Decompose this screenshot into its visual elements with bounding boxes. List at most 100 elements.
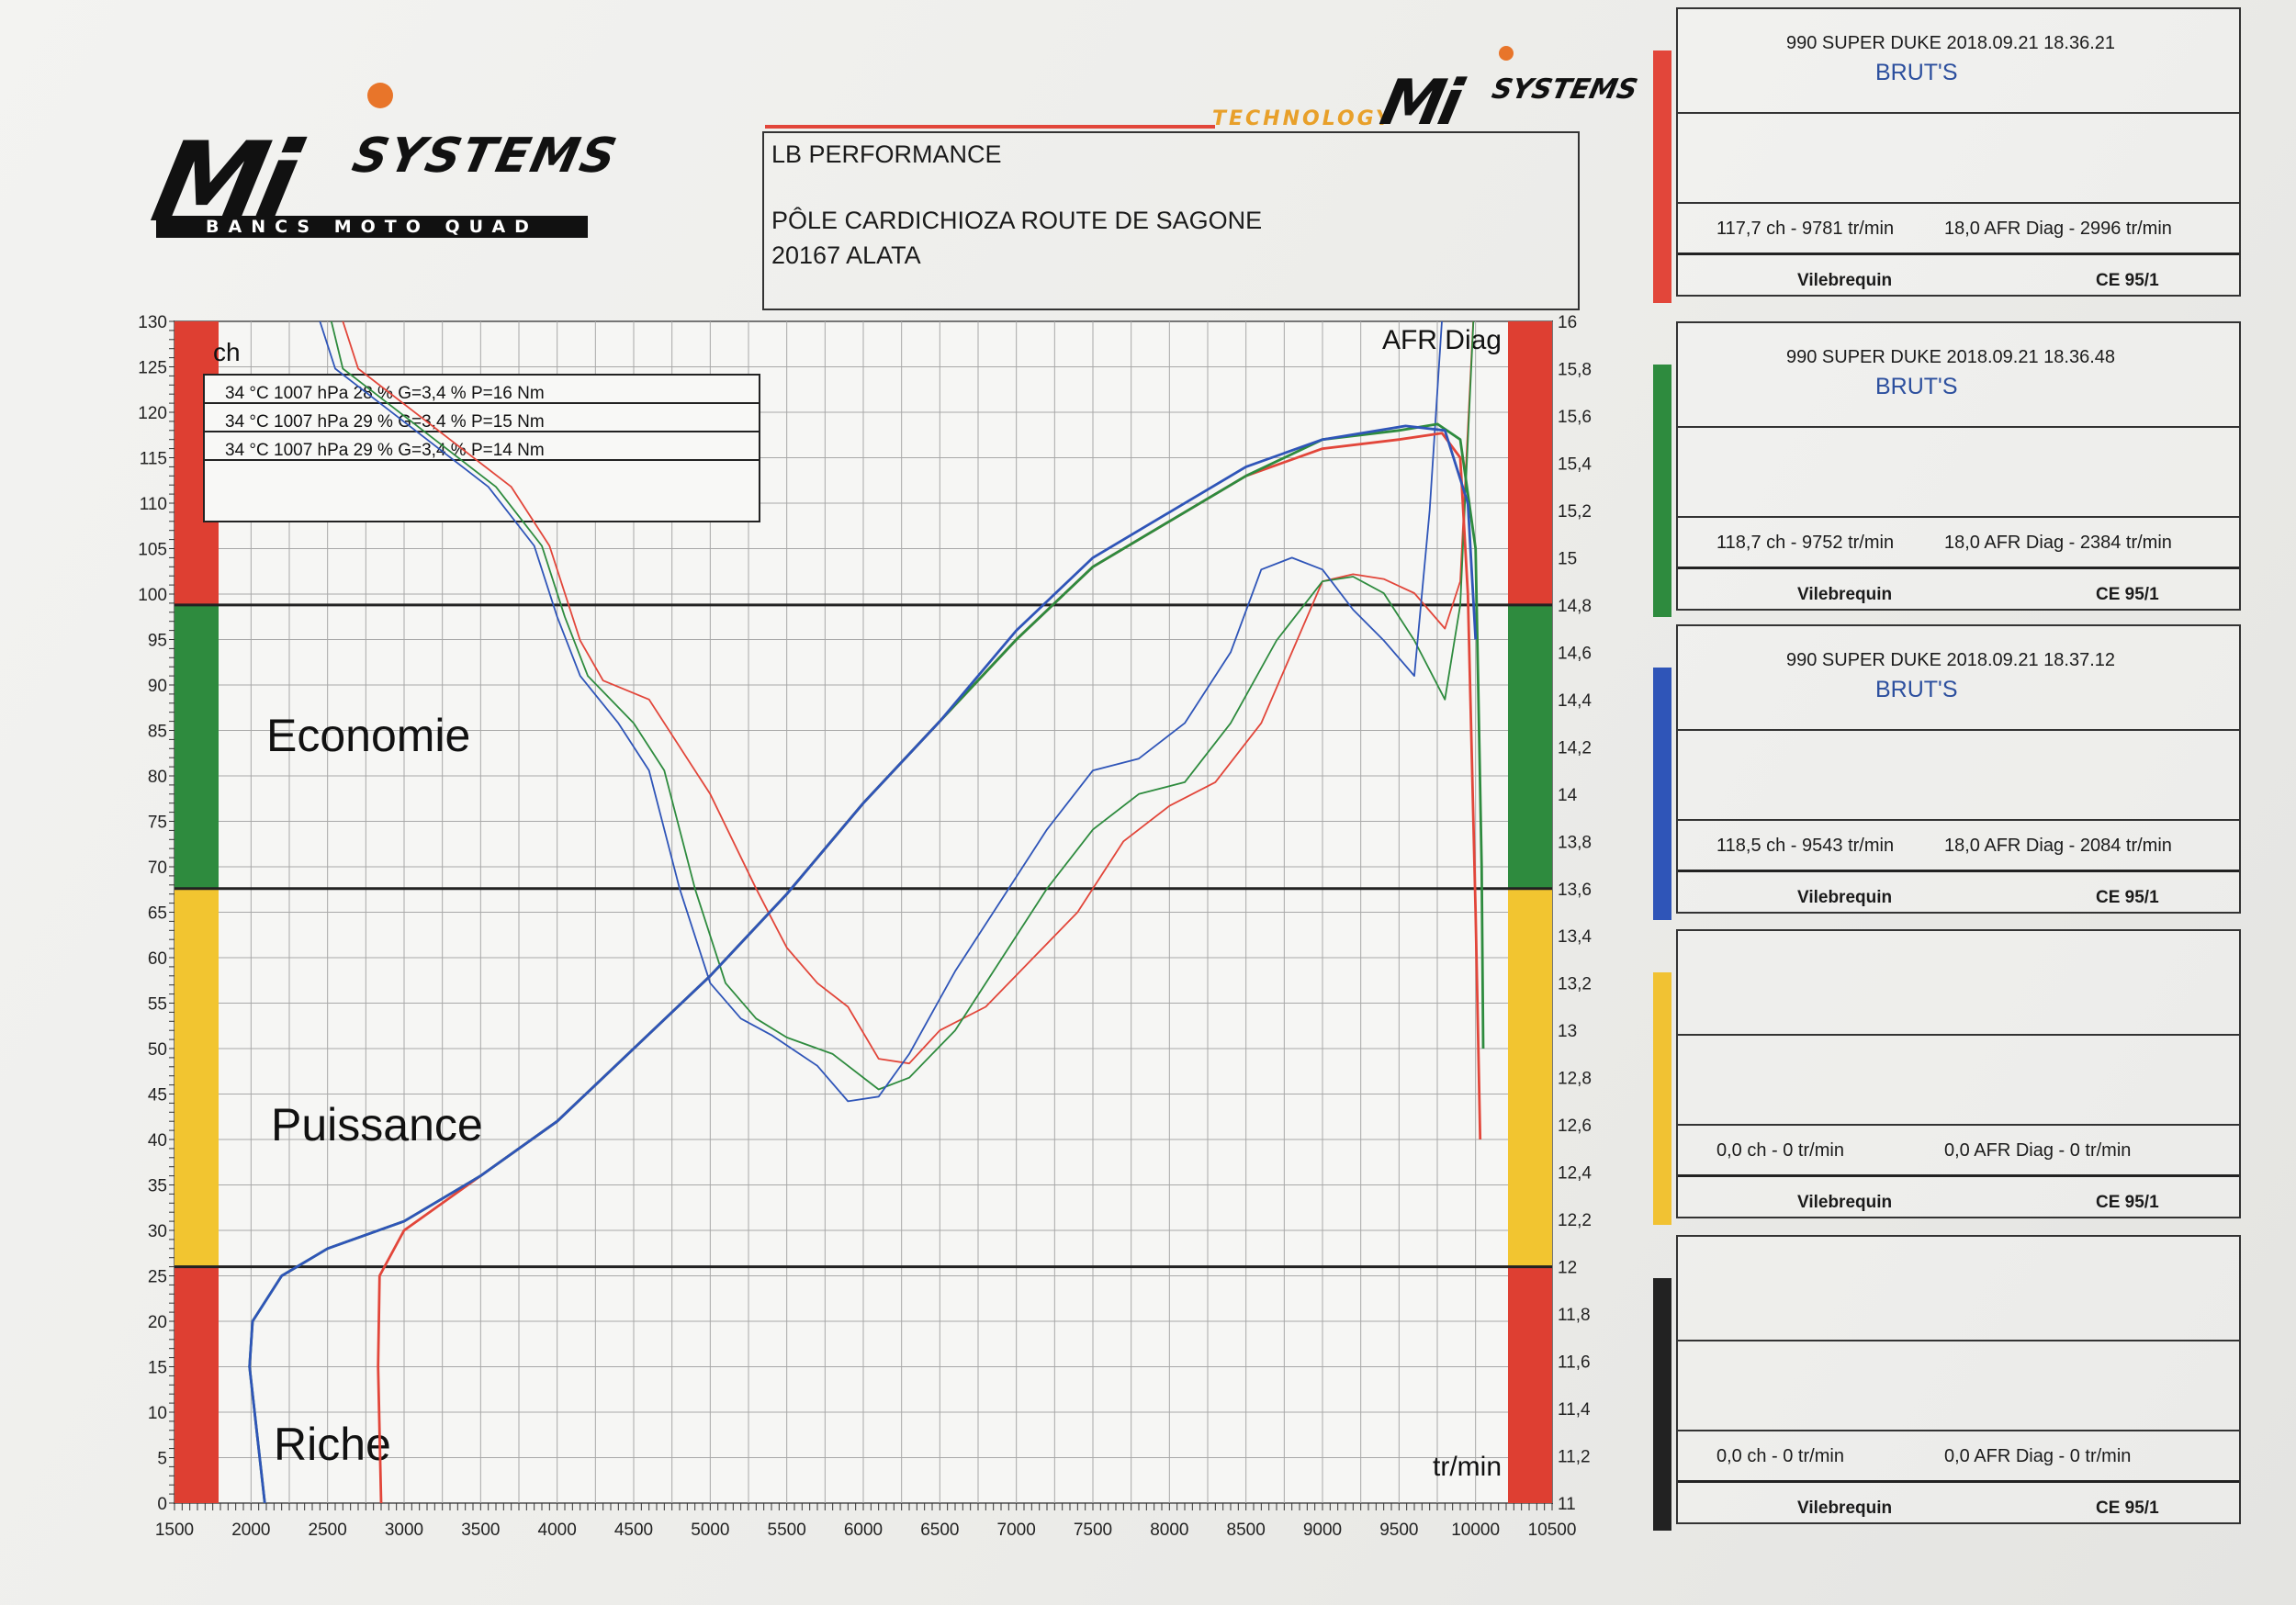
zone-label-economie: Economie	[266, 710, 470, 761]
panel-afr-summary: 0,0 AFR Diag - 0 tr/min	[1944, 1446, 2132, 1466]
y-tick-label-right: 14,8	[1558, 597, 1592, 616]
x-tick-label: 10500	[1528, 1521, 1577, 1540]
run-panel: 990 SUPER DUKE 2018.09.21 18.36.48 BRUT'S…	[1676, 321, 2241, 611]
panel-footer-right: CE 95/1	[2096, 1498, 2159, 1518]
panel-afr-summary: 18,0 AFR Diag - 2996 tr/min	[1944, 219, 2172, 239]
x-tick-label: 6500	[920, 1521, 959, 1540]
panel-separator	[1678, 112, 2239, 114]
x-tick-label: 8000	[1150, 1521, 1188, 1540]
panel-footer-right: CE 95/1	[2096, 1193, 2159, 1212]
x-tick-label: 5000	[691, 1521, 729, 1540]
y-tick-label-left: 55	[148, 995, 167, 1015]
panel-footer-right: CE 95/1	[2096, 271, 2159, 290]
panel-color-strip	[1653, 365, 1671, 617]
afr-curve-series-2	[319, 321, 1443, 1103]
panel-separator	[1678, 819, 2239, 821]
conditions-row: 34 °C 1007 hPa 29 % G=3,4 % P=15 Nm	[225, 412, 545, 432]
panel-title: 990 SUPER DUKE 2018.09.21 18.37.12	[1786, 650, 2116, 670]
y-tick-label-right: 12	[1558, 1259, 1577, 1278]
x-tick-label: 4000	[538, 1521, 577, 1540]
y-tick-label-right: 12,2	[1558, 1211, 1592, 1230]
y-tick-label-left: 45	[148, 1086, 167, 1106]
y-tick-label-left: 80	[148, 768, 167, 787]
afr-curve-series-0	[342, 321, 1475, 1065]
panel-separator	[1678, 1340, 2239, 1341]
y-tick-label-left: 115	[140, 450, 167, 469]
afr-curve-series-1	[330, 321, 1475, 1091]
y-tick-label-right: 14,2	[1558, 738, 1592, 758]
y-tick-label-left: 30	[148, 1222, 167, 1241]
panel-title: 990 SUPER DUKE 2018.09.21 18.36.21	[1786, 33, 2116, 53]
y-tick-label-right: 12,6	[1558, 1117, 1592, 1136]
y-tick-label-left: 15	[148, 1359, 167, 1378]
right-zone-band	[1508, 1266, 1552, 1503]
panel-separator	[1678, 1034, 2239, 1036]
logo-technology: TECHNOLOGY	[1212, 107, 1393, 130]
panel-power-summary: 0,0 ch - 0 tr/min	[1716, 1140, 1844, 1161]
panel-afr-summary: 0,0 AFR Diag - 0 tr/min	[1944, 1140, 2132, 1161]
y-tick-label-right: 11,8	[1558, 1306, 1591, 1325]
panel-power-summary: 118,5 ch - 9543 tr/min	[1716, 836, 1895, 856]
logo-dot-icon	[367, 83, 393, 108]
y-axis-label-left: ch	[213, 338, 241, 366]
y-tick-label-left: 10	[148, 1404, 167, 1423]
zone-label-puissance: Puissance	[271, 1099, 483, 1150]
panel-separator	[1678, 253, 2239, 255]
panel-power-summary: 117,7 ch - 9781 tr/min	[1716, 219, 1895, 239]
y-tick-label-left: 65	[148, 904, 167, 924]
y-tick-label-right: 11,4	[1558, 1400, 1591, 1420]
y-tick-label-right: 11,6	[1558, 1353, 1591, 1373]
y-tick-label-right: 12,4	[1558, 1164, 1592, 1184]
y-tick-label-right: 16	[1558, 313, 1577, 332]
x-tick-label: 1500	[155, 1521, 194, 1540]
address-box: LB PERFORMANCE PÔLE CARDICHIOZA ROUTE DE…	[762, 131, 1580, 310]
right-zone-band	[1508, 321, 1552, 605]
y-tick-label-right: 15,2	[1558, 502, 1592, 522]
x-tick-label: 8500	[1227, 1521, 1266, 1540]
panel-color-strip	[1653, 972, 1671, 1225]
panel-footer-right: CE 95/1	[2096, 585, 2159, 604]
logo-right-dot-icon	[1499, 46, 1514, 61]
y-tick-label-right: 14	[1558, 786, 1578, 805]
y-tick-label-left: 95	[148, 632, 167, 651]
x-tick-label: 9500	[1379, 1521, 1418, 1540]
mi-systems-technology-logo: TECHNOLOGY Mi SYSTEMS	[1212, 41, 1640, 140]
panel-footer-left: Vilebrequin	[1797, 271, 1893, 290]
header-red-rule	[765, 125, 1215, 129]
run-panel: 0,0 ch - 0 tr/min 0,0 AFR Diag - 0 tr/min…	[1676, 929, 2241, 1218]
address-line-1: PÔLE CARDICHIOZA ROUTE DE SAGONE	[771, 207, 1263, 234]
panel-footer-right: CE 95/1	[2096, 888, 2159, 907]
y-tick-label-right: 13,6	[1558, 881, 1592, 900]
y-tick-label-left: 20	[148, 1313, 167, 1332]
panel-color-strip	[1653, 51, 1671, 303]
x-tick-label: 2500	[309, 1521, 347, 1540]
run-panel: 990 SUPER DUKE 2018.09.21 18.37.12 BRUT'S…	[1676, 624, 2241, 914]
panel-footer-left: Vilebrequin	[1797, 888, 1893, 907]
y-tick-label-left: 110	[140, 495, 167, 514]
y-tick-label-left: 35	[148, 1177, 167, 1196]
y-tick-label-left: 125	[138, 359, 167, 378]
panel-power-summary: 118,7 ch - 9752 tr/min	[1716, 533, 1895, 553]
x-tick-label: 2000	[231, 1521, 270, 1540]
company-name: LB PERFORMANCE	[771, 140, 1002, 168]
panel-run-name: BRUT'S	[1875, 677, 1958, 702]
y-tick-label-left: 70	[148, 859, 167, 878]
y-tick-label-right: 13,4	[1558, 927, 1592, 947]
panel-separator	[1678, 202, 2239, 204]
conditions-row: 34 °C 1007 hPa 29 % G=3,4 % P=14 Nm	[225, 441, 545, 460]
run-panel: 0,0 ch - 0 tr/min 0,0 AFR Diag - 0 tr/min…	[1676, 1235, 2241, 1524]
panel-run-name: BRUT'S	[1875, 374, 1958, 399]
conditions-row: 34 °C 1007 hPa 28 % G=3,4 % P=16 Nm	[225, 384, 545, 403]
panel-footer-left: Vilebrequin	[1797, 1498, 1893, 1518]
zone-label-riche: Riche	[274, 1419, 391, 1470]
y-tick-label-left: 0	[157, 1495, 167, 1514]
mi-systems-logo: Mi SYSTEMS BANCS MOTO QUAD	[142, 83, 623, 247]
panel-afr-summary: 18,0 AFR Diag - 2384 tr/min	[1944, 533, 2172, 553]
panel-separator	[1678, 426, 2239, 428]
y-tick-label-left: 50	[148, 1040, 167, 1060]
y-tick-label-left: 105	[138, 541, 167, 560]
y-tick-label-right: 11,2	[1558, 1448, 1591, 1467]
panel-title: 990 SUPER DUKE 2018.09.21 18.36.48	[1786, 347, 2116, 367]
